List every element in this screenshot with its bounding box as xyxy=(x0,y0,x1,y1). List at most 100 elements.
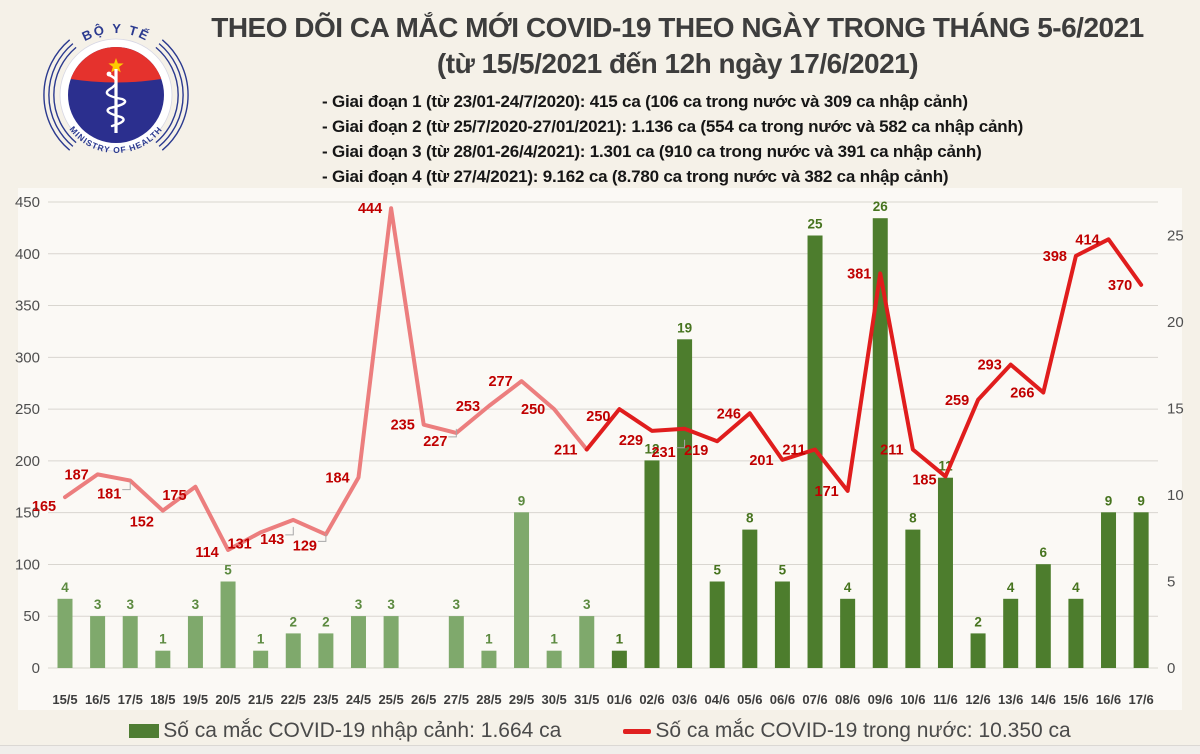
line-value-label: 293 xyxy=(978,358,1002,374)
bar-value-label: 3 xyxy=(355,597,363,612)
left-axis-tick-label: 250 xyxy=(15,401,40,418)
x-axis-label: 23/5 xyxy=(313,692,338,707)
x-axis-label: 06/6 xyxy=(770,692,795,707)
phase-summary: - Giai đoạn 1 (từ 23/01-24/7/2020): 415 … xyxy=(322,89,1023,189)
label-leader xyxy=(285,526,294,536)
left-axis-tick-label: 50 xyxy=(23,608,40,625)
phase-line-2: - Giai đoạn 2 (từ 25/7/2020-27/01/2021):… xyxy=(322,117,1024,136)
bar xyxy=(970,633,986,668)
bar xyxy=(709,581,725,668)
bar-value-label: 1 xyxy=(257,632,265,647)
bar-value-label: 2 xyxy=(322,614,330,629)
line-value-label: 231 xyxy=(651,445,675,461)
bar-value-label: 2 xyxy=(974,614,982,629)
line-value-label: 229 xyxy=(619,433,643,449)
phase-line-1: - Giai đoạn 1 (từ 23/01-24/7/2020): 415 … xyxy=(322,92,968,111)
line-value-label: 165 xyxy=(32,499,56,515)
left-axis-tick-label: 400 xyxy=(15,246,40,263)
logo-side-arcs xyxy=(43,39,189,151)
x-axis-label: 05/6 xyxy=(737,692,762,707)
bar xyxy=(937,477,953,668)
bar xyxy=(220,581,236,668)
bar xyxy=(187,616,203,668)
star-icon xyxy=(108,58,124,73)
line-value-label: 250 xyxy=(586,409,610,425)
left-axis-tick-label: 0 xyxy=(32,660,40,677)
bar-value-label: 4 xyxy=(1007,580,1015,595)
bar xyxy=(1035,564,1051,668)
x-axis-label: 21/5 xyxy=(248,692,273,707)
bar xyxy=(122,616,138,668)
bar xyxy=(546,650,562,668)
bar-value-label: 9 xyxy=(518,493,526,508)
x-axis-label: 26/5 xyxy=(411,692,436,707)
bar-value-label: 8 xyxy=(746,511,754,526)
bar-value-label: 5 xyxy=(779,563,787,578)
x-axis-label: 15/6 xyxy=(1063,692,1088,707)
line-value-label: 444 xyxy=(358,201,382,217)
x-axis-label: 27/5 xyxy=(444,692,469,707)
bar xyxy=(514,512,530,668)
bar xyxy=(1003,598,1019,668)
x-axis-label: 28/5 xyxy=(476,692,501,707)
ministry-of-health-logo: BỘ Y TẾ MINISTRY OF HEALTH xyxy=(43,21,189,155)
x-axis-label: 29/5 xyxy=(509,692,534,707)
legend-domestic-label: Số ca mắc COVID-19 trong nước: 10.350 ca xyxy=(655,719,1071,742)
bar-series-swatch-icon xyxy=(129,724,160,738)
bar-value-label: 4 xyxy=(61,580,69,595)
bar-value-label: 1 xyxy=(485,632,493,647)
bar xyxy=(318,633,334,668)
line-value-label: 152 xyxy=(130,515,154,531)
page-title: THEO DÕI CA MẮC MỚI COVID-19 THEO NGÀY T… xyxy=(211,12,1144,43)
bar xyxy=(285,633,301,668)
bar-value-label: 2 xyxy=(290,614,298,629)
line-value-label: 131 xyxy=(228,536,252,552)
asclepius-rod-icon xyxy=(105,69,127,133)
line-value-label: 253 xyxy=(456,399,480,415)
line-value-label: 277 xyxy=(488,374,512,390)
line-value-label: 114 xyxy=(195,545,218,561)
logo-top-caption: BỘ Y TẾ xyxy=(80,21,153,44)
x-axis-label: 11/6 xyxy=(933,692,958,707)
bar xyxy=(1068,598,1084,668)
label-leader xyxy=(676,439,686,449)
bar-value-label: 4 xyxy=(844,580,852,595)
bar xyxy=(90,616,106,668)
chart-legend: Số ca mắc COVID-19 nhập cảnh: 1.664 ca S… xyxy=(0,719,1200,743)
bar-value-label: 3 xyxy=(583,597,591,612)
bar xyxy=(1101,512,1117,668)
bar-value-label: 1 xyxy=(159,632,167,647)
line-value-label: 370 xyxy=(1108,278,1132,294)
left-axis-tick-label: 200 xyxy=(15,453,40,470)
bar-value-label: 12 xyxy=(644,441,659,456)
x-axis-label: 12/6 xyxy=(965,692,990,707)
line-value-label: 184 xyxy=(325,470,349,486)
left-axis-tick-label: 100 xyxy=(15,556,40,573)
bar xyxy=(840,598,856,668)
x-axis-label: 24/5 xyxy=(346,692,371,707)
phase-line-4: - Giai đoạn 4 (từ 27/4/2021): 9.162 ca (… xyxy=(322,167,949,186)
bar-value-label: 5 xyxy=(224,563,232,578)
x-axis-label: 08/6 xyxy=(835,692,860,707)
bar-value-label: 3 xyxy=(94,597,102,612)
x-axis-label: 16/5 xyxy=(85,692,110,707)
bar xyxy=(383,616,399,668)
page-subtitle: (từ 15/5/2021 đến 12h ngày 17/6/2021) xyxy=(436,48,919,79)
line-value-label: 219 xyxy=(684,443,708,459)
label-leader xyxy=(448,428,457,438)
line-value-label: 211 xyxy=(554,442,577,458)
line-value-label: 129 xyxy=(293,538,317,554)
line-value-label: 143 xyxy=(260,532,284,548)
bar-value-label: 5 xyxy=(713,563,721,578)
line-series-swatch-icon xyxy=(623,728,652,734)
left-axis-tick-label: 350 xyxy=(15,298,40,315)
x-axis-label: 19/5 xyxy=(183,692,208,707)
left-axis-tick-label: 300 xyxy=(15,349,40,366)
x-axis-label: 03/6 xyxy=(672,692,697,707)
plot-panel-background xyxy=(18,188,1182,710)
legend-imported-label: Số ca mắc COVID-19 nhập cảnh: 1.664 ca xyxy=(163,719,562,742)
left-axis-tick-label: 450 xyxy=(15,194,40,211)
right-axis-tick-label: 20 xyxy=(1167,314,1184,331)
